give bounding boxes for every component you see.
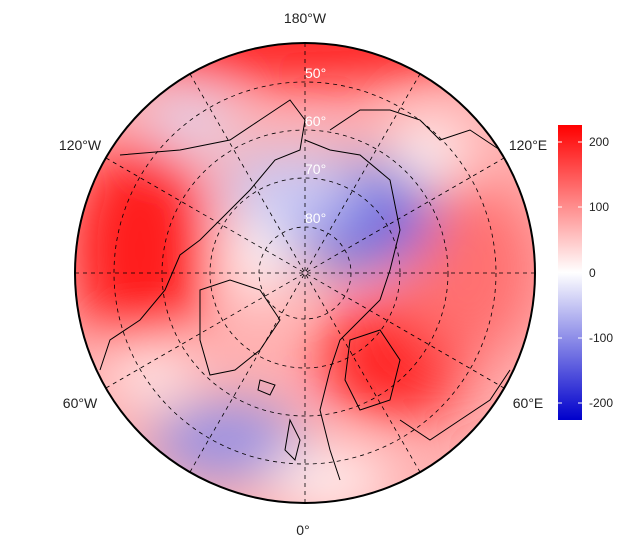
lon-label-60w: 60°W	[62, 395, 98, 411]
lat-label-80: 80°	[305, 210, 326, 226]
graticule	[75, 43, 535, 503]
lat-label-70: 70°	[305, 161, 326, 177]
colorbar-tick-label: -200	[589, 396, 614, 410]
lon-label-120e: 120°E	[508, 137, 548, 153]
lon-label-120w: 120°W	[58, 137, 102, 153]
lat-label-60: 60°	[305, 113, 326, 129]
colorbar-tick-label: 100	[589, 200, 610, 214]
colorbar	[558, 125, 582, 420]
colorbar-ticks	[558, 141, 582, 404]
coastlines	[99, 99, 511, 481]
colorbar-tick-label: 200	[589, 135, 610, 149]
latitude-labels: 50° 60° 70° 80°	[305, 65, 326, 226]
map-boundary	[74, 42, 536, 504]
colorbar-tick-label: 0	[589, 266, 596, 280]
lon-label-0: 0°	[296, 522, 310, 538]
colorbar-tick-label: -100	[589, 331, 614, 345]
lon-label-60e: 60°E	[512, 395, 544, 411]
lon-label-180w: 180°W	[283, 10, 327, 26]
anomaly-field: 50° 60° 70° 80°	[75, 43, 535, 503]
lat-label-50: 50°	[305, 65, 326, 81]
